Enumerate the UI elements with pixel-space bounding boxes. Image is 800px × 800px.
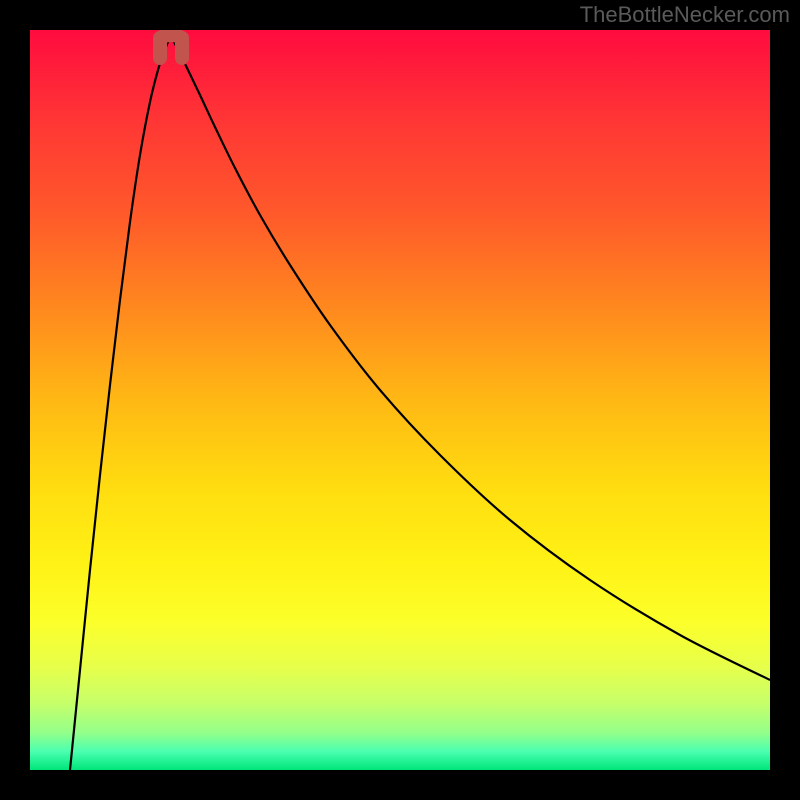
chart-background-gradient — [30, 30, 770, 770]
bottleneck-curve-chart — [0, 0, 800, 800]
chart-container: TheBottleNecker.com — [0, 0, 800, 800]
watermark-text: TheBottleNecker.com — [580, 2, 790, 28]
